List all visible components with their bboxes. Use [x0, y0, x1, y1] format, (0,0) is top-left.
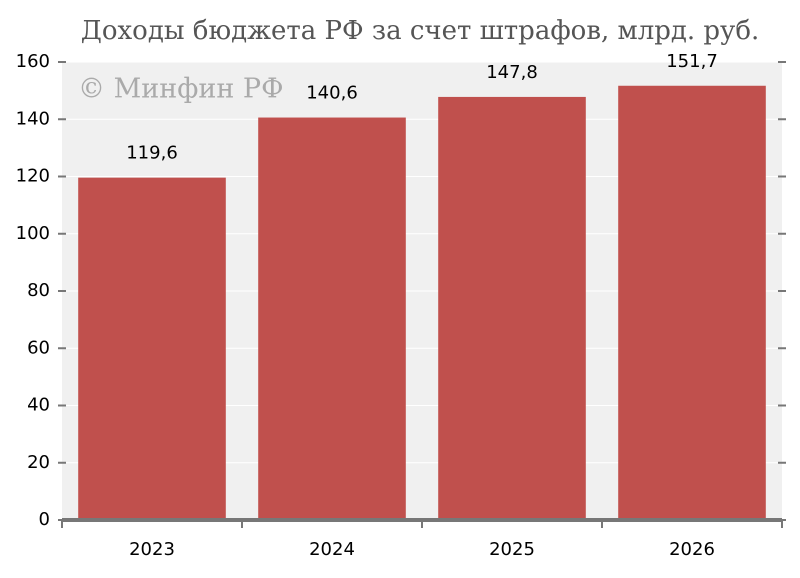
x-tick-label: 2024 — [309, 539, 355, 560]
bar — [78, 177, 226, 520]
y-tick-label: 120 — [16, 166, 50, 187]
bar — [438, 96, 586, 521]
bar — [258, 117, 406, 520]
chart-title: Доходы бюджета РФ за счет штрафов, млрд.… — [81, 16, 760, 46]
y-tick-label: 160 — [16, 51, 50, 72]
x-tick-label: 2023 — [129, 539, 175, 560]
y-tick-label: 60 — [27, 337, 50, 358]
x-tick-label: 2025 — [489, 539, 535, 560]
watermark: © Минфин РФ — [78, 74, 284, 105]
y-tick-label: 100 — [16, 223, 50, 244]
bar — [618, 85, 766, 520]
y-tick-label: 0 — [39, 509, 50, 530]
value-label: 151,7 — [666, 51, 718, 72]
y-tick-label: 20 — [27, 452, 50, 473]
y-tick-label: 40 — [27, 395, 50, 416]
value-label: 140,6 — [306, 83, 358, 104]
y-tick-label: 140 — [16, 108, 50, 129]
value-label: 119,6 — [126, 143, 178, 164]
y-tick-label: 80 — [27, 280, 50, 301]
value-label: 147,8 — [486, 62, 538, 83]
x-tick-label: 2026 — [669, 539, 715, 560]
